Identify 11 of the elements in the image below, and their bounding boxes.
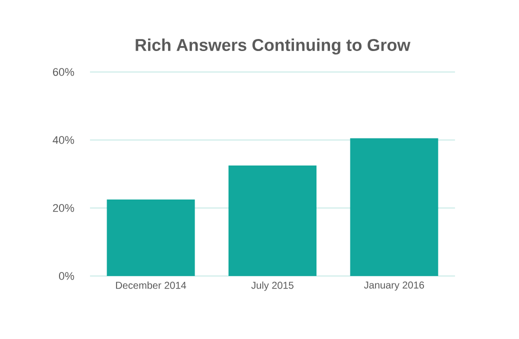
x-tick-label: July 2015: [251, 282, 294, 291]
y-tick-label: 40%: [52, 136, 74, 144]
bar: [228, 165, 316, 276]
y-tick-label: 0%: [59, 272, 74, 280]
y-tick-label: 20%: [53, 204, 74, 212]
bar: [350, 138, 438, 276]
chart-title: Rich Answers Continuing to Grow: [136, 38, 410, 54]
y-tick-label: 60%: [53, 68, 74, 76]
bar: [106, 199, 195, 276]
x-tick-label: January 2016: [364, 282, 424, 291]
x-tick-label: December 2014: [116, 282, 186, 289]
